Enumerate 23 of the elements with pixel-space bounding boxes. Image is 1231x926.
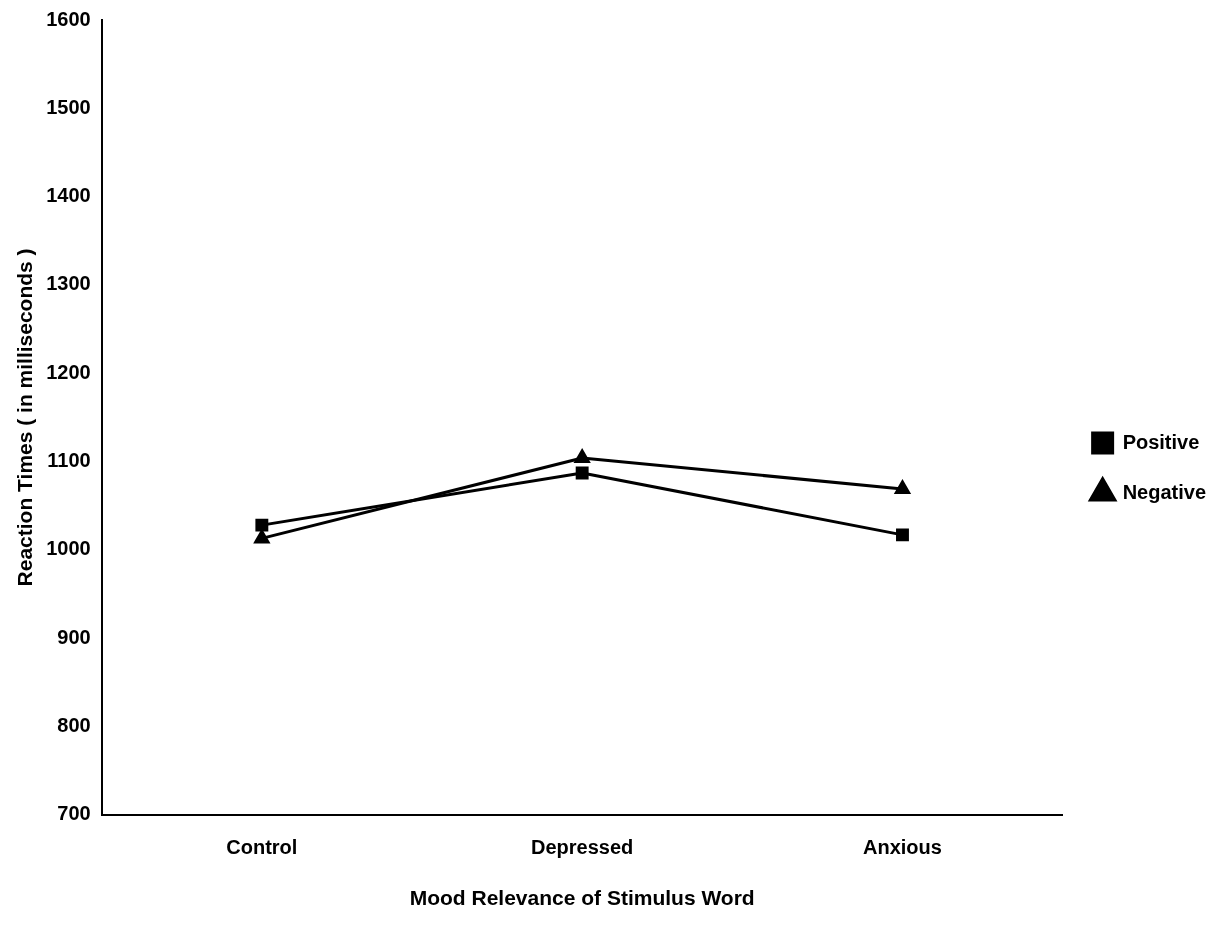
y-tick-label: 1000 <box>46 537 91 560</box>
y-tick-label: 1200 <box>46 360 91 383</box>
point <box>575 466 589 480</box>
y-tick-label: 800 <box>57 714 91 736</box>
y-tick-label: 700 <box>57 802 91 825</box>
point <box>255 518 269 532</box>
legend-label: Negative <box>1122 480 1207 503</box>
y-tick-label: 1600 <box>46 7 91 30</box>
x-axis-title: Mood Relevance of Stimulus Word <box>409 886 755 910</box>
y-axis-title: Reaction Times ( in milliseconds ) <box>13 248 37 587</box>
point <box>896 528 909 542</box>
y-tick-label: 1500 <box>46 95 91 118</box>
y-tick-label: 1300 <box>46 272 91 295</box>
x-tick-label: Control <box>226 836 298 859</box>
x-tick-label: Depressed <box>531 836 634 859</box>
y-tick-label: 900 <box>57 625 91 648</box>
x-tick-label: Anxious <box>863 836 942 859</box>
point <box>574 449 590 464</box>
point <box>254 529 270 544</box>
y-tick-label: 1400 <box>46 184 91 207</box>
y-tick-label: 1100 <box>47 449 91 472</box>
legend-label: Positive <box>1122 430 1200 453</box>
point <box>894 480 911 494</box>
